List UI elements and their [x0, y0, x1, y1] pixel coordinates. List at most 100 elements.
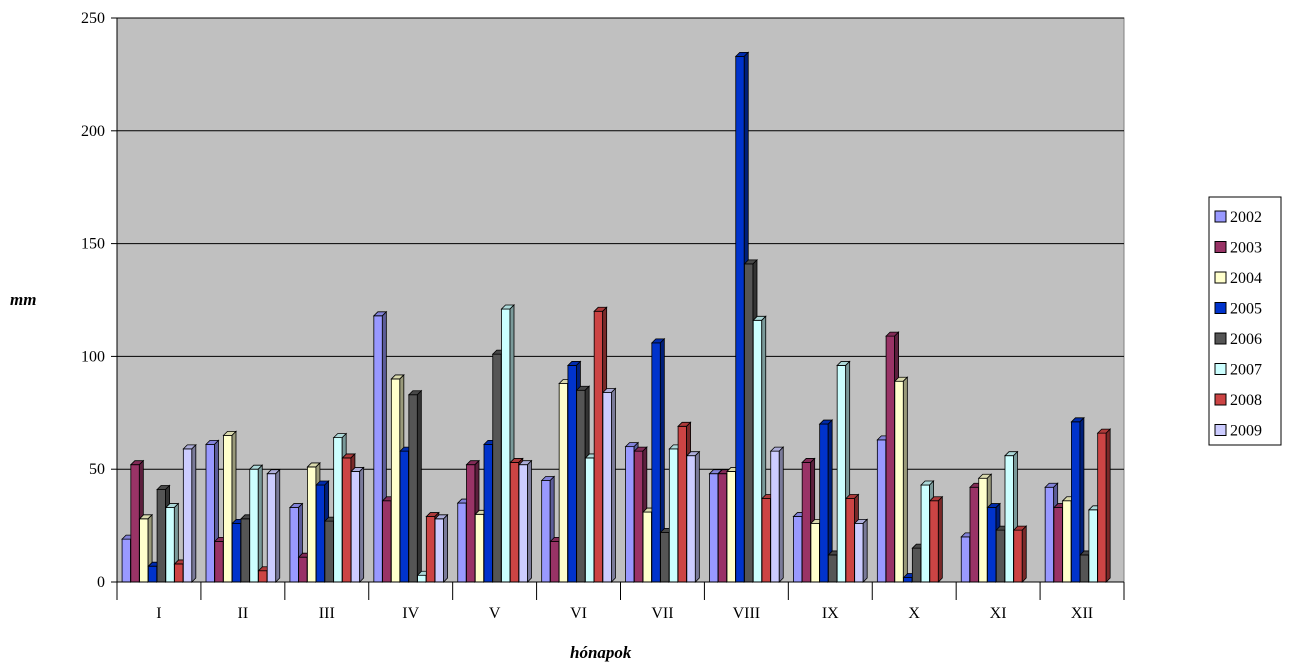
legend-label: 2008: [1230, 392, 1262, 409]
bar: [893, 376, 909, 583]
legend-swatch: [1214, 393, 1227, 406]
bar-front: [836, 365, 847, 583]
bar-front: [550, 540, 560, 583]
legend-label: 2003: [1230, 240, 1262, 257]
bar-side: [1021, 525, 1027, 583]
y-tick-label: 200: [81, 123, 105, 140]
legend-label: 2002: [1230, 209, 1262, 226]
bar-front: [1088, 509, 1098, 583]
bar-front: [978, 477, 988, 583]
bar-front: [969, 486, 979, 583]
bar-front: [911, 547, 922, 583]
legend-swatch: [1214, 302, 1227, 314]
x-tick-label: III: [319, 605, 335, 622]
bar-front: [987, 507, 997, 583]
bar-front: [333, 437, 343, 583]
bar-front: [1097, 432, 1107, 583]
y-axis-label: mm: [10, 290, 36, 309]
bar-front: [960, 536, 971, 583]
bar-front: [373, 315, 383, 583]
bar-side: [1105, 428, 1111, 583]
bar-front: [474, 513, 485, 583]
bar-front: [492, 353, 502, 583]
y-tick-label: 50: [89, 461, 105, 478]
bar-front: [121, 538, 131, 583]
bar-front: [845, 498, 855, 583]
bar-front: [894, 380, 904, 583]
x-tick-label: XI: [990, 605, 1007, 622]
legend-label: 2005: [1230, 301, 1262, 318]
bar-front: [205, 443, 215, 583]
bar: [769, 446, 785, 583]
bar-front: [466, 464, 476, 583]
bar-side: [443, 513, 448, 583]
legend-swatch: [1214, 241, 1227, 253]
bar: [248, 464, 264, 583]
bar-front: [223, 434, 233, 583]
bar-front: [793, 516, 803, 583]
bar-front: [558, 383, 569, 583]
bar-front: [408, 394, 418, 583]
legend-swatch: [1214, 363, 1227, 375]
y-tick-label: 100: [81, 348, 105, 365]
y-tick-label: 150: [81, 236, 105, 253]
bar-front: [651, 342, 661, 583]
bar-front: [147, 565, 158, 583]
bar-front: [434, 518, 444, 583]
bar-front: [668, 448, 679, 583]
bar-front: [920, 484, 930, 583]
bar-front: [602, 392, 612, 583]
bar-front: [307, 466, 317, 583]
bar-front: [819, 423, 829, 583]
bar-front: [350, 471, 361, 583]
x-axis-label: hónapok: [570, 643, 632, 662]
bar-front: [156, 489, 166, 583]
bar-front: [876, 439, 887, 583]
bar-front: [726, 471, 736, 583]
bar-front: [130, 464, 140, 583]
x-tick-label: X: [908, 605, 920, 622]
bar-front: [1013, 529, 1023, 583]
bar-front: [761, 498, 771, 583]
bar-front: [1053, 507, 1063, 583]
bar-front: [576, 389, 586, 583]
bar-front: [686, 455, 696, 583]
bar-front: [567, 365, 577, 583]
bar-front: [139, 518, 149, 583]
bar: [350, 466, 365, 583]
bar-front: [625, 446, 635, 583]
bar-front: [660, 531, 670, 583]
bar-front: [483, 443, 493, 583]
x-tick-label: II: [238, 605, 249, 622]
bar: [928, 495, 944, 583]
bar-front: [642, 511, 652, 583]
plot-area: [116, 17, 1125, 583]
bar-front: [854, 522, 864, 583]
bar-side: [191, 443, 197, 583]
legend-label: 2004: [1230, 270, 1262, 287]
x-tick-label: VII: [651, 605, 673, 622]
bar-front: [518, 464, 528, 583]
bar-front: [1004, 455, 1014, 583]
bar-front: [929, 500, 939, 583]
x-tick-label: XII: [1071, 605, 1093, 622]
bar: [266, 468, 281, 583]
y-tick-label: 0: [97, 574, 105, 591]
bar-front: [324, 520, 334, 583]
bar-front: [885, 335, 895, 583]
bar-front: [315, 484, 326, 583]
bar-front: [240, 518, 250, 583]
x-tick-label: V: [489, 605, 501, 622]
bar-side: [862, 518, 868, 583]
bar-front: [735, 55, 745, 583]
bar-front: [744, 263, 754, 583]
bar-side: [257, 464, 263, 583]
bar: [853, 518, 869, 583]
bar: [407, 389, 423, 583]
bar-front: [770, 450, 780, 583]
bar-front: [541, 480, 551, 583]
bar-side: [937, 495, 943, 583]
bar-side: [694, 450, 700, 583]
bar-front: [633, 450, 644, 583]
bar-front: [903, 577, 913, 583]
